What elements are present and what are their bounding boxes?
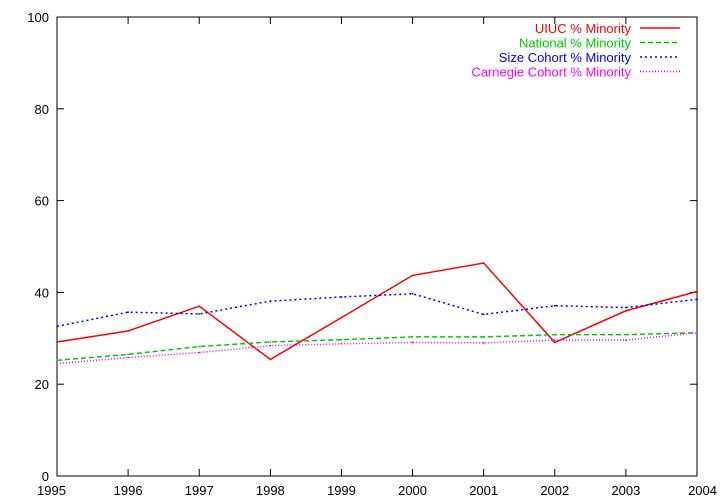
series-4-point (482, 341, 485, 344)
x-tick-label: 2003 (611, 483, 640, 498)
series-3-point (482, 313, 485, 316)
y-tick-label: 100 (27, 10, 49, 25)
series-2-point (127, 353, 130, 356)
x-tick-label: 1997 (185, 483, 214, 498)
legend-label-4: Carnegie Cohort % Minority (471, 65, 631, 80)
series-1-point (269, 358, 272, 361)
series-3-point (56, 325, 58, 328)
series-3-point (696, 298, 698, 301)
series-3-point (624, 306, 627, 309)
legend-label-3: Size Cohort % Minority (499, 50, 632, 65)
series-1-point (56, 341, 58, 343)
series-layer (56, 262, 698, 365)
series-1-point (340, 316, 343, 319)
series-4-point (624, 339, 627, 342)
plot-frame (56, 16, 698, 477)
series-1-point (411, 274, 414, 277)
series-1-point (198, 305, 201, 308)
y-tick-label: 60 (35, 194, 49, 209)
x-tick-label: 2000 (398, 483, 427, 498)
series-4-point (56, 362, 58, 365)
x-tick-label: 2001 (469, 483, 498, 498)
series-line-2 (56, 332, 698, 362)
series-1-point (127, 330, 130, 332)
series-3-point (127, 311, 130, 314)
series-3-point (340, 296, 343, 298)
series-4-point (411, 341, 414, 344)
series-2-point (56, 359, 58, 362)
series-2-point (411, 336, 414, 338)
series-3-point (553, 304, 556, 307)
series-1-point (553, 341, 556, 344)
x-tick-label: 1995 (37, 483, 66, 498)
series-4-point (269, 344, 272, 347)
series-4-point (696, 331, 698, 334)
series-2-point (553, 333, 556, 336)
y-tick-label: 40 (35, 285, 49, 300)
series-4-point (553, 339, 556, 342)
series-4-point (198, 351, 201, 354)
series-1-point (482, 262, 485, 264)
series-3-point (411, 292, 414, 295)
y-tick-label: 0 (42, 469, 49, 484)
series-2-point (198, 345, 201, 348)
y-tick-label: 80 (35, 102, 49, 117)
x-tick-label: 1999 (327, 483, 356, 498)
series-2-point (624, 333, 627, 336)
axis-ticks: 0 20 40 60 80 100 1995 1996 1997 1998 1999 2000 2001… (27, 10, 717, 498)
legend-label-2: National % Minority (519, 36, 631, 51)
series-line-1 (56, 262, 698, 361)
series-2-point (269, 341, 272, 343)
y-tick-label: 20 (35, 377, 49, 392)
legend-label-1: UIUC % Minority (535, 21, 632, 36)
series-3-point (269, 300, 272, 303)
series-4-point (127, 356, 130, 359)
series-3-point (198, 313, 201, 315)
series-1-point (624, 309, 627, 312)
series-2-point (340, 338, 343, 341)
series-2-point (482, 336, 485, 338)
x-tick-label: 2002 (540, 483, 569, 498)
series-line-4 (56, 332, 698, 365)
x-tick-label: 1996 (114, 483, 143, 498)
series-1-point (696, 290, 698, 293)
series-4-point (340, 342, 343, 345)
x-tick-label: 1998 (256, 483, 285, 498)
x-tick-label: 2004 (688, 483, 717, 498)
